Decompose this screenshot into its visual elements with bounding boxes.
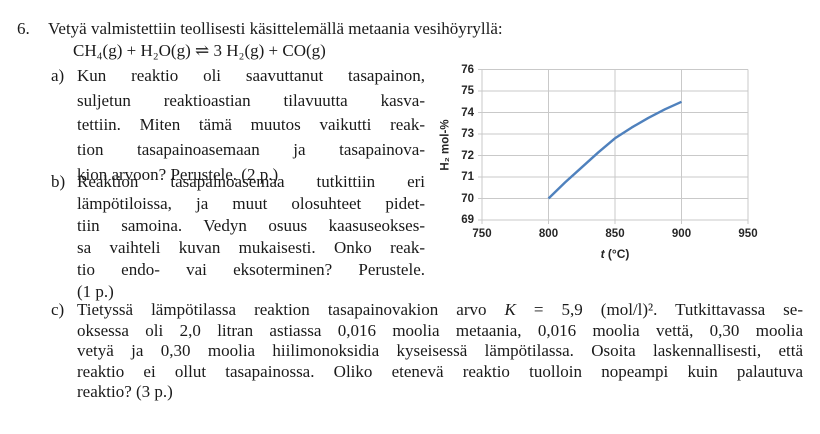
part-c-label: c) xyxy=(51,300,65,319)
equilibrium-chart: H₂ mol-% t (°C) 69 70 71 72 73 74 75 76 750 800 85… xyxy=(440,58,772,270)
y-tick-label: 72 xyxy=(461,149,474,162)
text-line: Kun reaktio oli saavuttanut tasapainon, xyxy=(77,66,425,85)
x-axis-title: t (°C) xyxy=(600,247,630,261)
x-tick-label: 800 xyxy=(538,228,559,240)
text-line: (1 p.) xyxy=(77,282,114,301)
part-b-label: b) xyxy=(51,172,66,191)
text-line: reaktio ei ollut tasapainossa. Oliko ete… xyxy=(77,361,803,381)
y-tick-label: 70 xyxy=(461,192,474,205)
text-line: tio endo- vai eksoterminen? Perustele. xyxy=(77,260,425,279)
y-tick-label: 74 xyxy=(461,106,474,119)
x-tick-label: 750 xyxy=(472,228,492,240)
text-line: reaktio? (3 p.) xyxy=(77,382,173,402)
series-line xyxy=(547,100,682,200)
reaction-equation: CH₄(g) + H₂O(g) ⇌ 3 H₂(g) + CO(g) xyxy=(73,41,326,60)
y-tick-label: 73 xyxy=(461,128,474,140)
text-line: suljetun reaktioastian tilavuutta kasva- xyxy=(77,90,425,110)
x-tick-label: 850 xyxy=(605,228,625,240)
x-tick-label: 900 xyxy=(671,228,692,240)
text-segment: Tietyssä lämpötilassa reaktion tasapaino… xyxy=(77,300,505,319)
x-tick-label: 950 xyxy=(738,228,758,240)
problem-intro: Vetyä valmistettiin teollisesti käsittel… xyxy=(48,19,503,38)
text-segment: = 5,9 (mol/l)². Tutkittavassa se- xyxy=(515,300,803,319)
y-tick-label: 75 xyxy=(461,85,474,97)
text-line: oksessa oli 2,0 litran astiassa 0,016 mo… xyxy=(77,320,803,340)
y-tick-label: 71 xyxy=(461,171,474,183)
part-a-label: a) xyxy=(51,66,65,85)
text-line: tion tasapainoasemaan ja tasapainova- xyxy=(77,140,425,160)
problem-number: 6. xyxy=(17,19,30,38)
part-c-text: Tietyssä lämpötilassa reaktion tasapaino… xyxy=(77,300,803,403)
text-line: tiin samoina. Vedyn osuus kaasuseokses- xyxy=(77,216,425,235)
text-line: Reaktion tasapainoasemaa tutkittiin eri xyxy=(77,172,425,191)
text-line: tettiin. Miten tämä muutos vaikutti reak… xyxy=(77,115,425,135)
text-line: sa vaihteli kuvan mukaisesti. Onko reak- xyxy=(77,238,425,257)
part-b-text: Reaktion tasapainoasemaa tutkittiin eri … xyxy=(77,171,425,303)
y-tick-label: 76 xyxy=(461,63,474,76)
text-line: lämpötiloissa, ja muut olosuhteet pidet- xyxy=(77,194,425,213)
y-tick-label: 69 xyxy=(461,214,474,226)
chart-canvas xyxy=(478,69,749,224)
equilibrium-constant-symbol: K xyxy=(504,300,516,319)
part-a-text: Kun reaktio oli saavuttanut tasapainon, … xyxy=(77,64,425,188)
text-line: kion arvoon? Perustele. (2 p.) xyxy=(77,164,279,184)
text-line: vetyä ja 0,30 moolia hiilimonoksidia kys… xyxy=(77,341,803,361)
text-line: Tietyssä lämpötilassa reaktion tasapaino… xyxy=(77,300,803,321)
